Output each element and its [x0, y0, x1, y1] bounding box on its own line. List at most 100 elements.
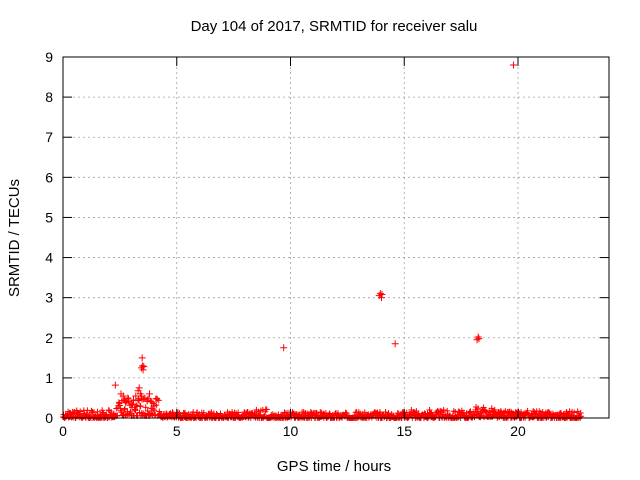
data-point	[498, 409, 505, 416]
data-point	[129, 401, 136, 408]
y-tick-label: 0	[45, 410, 53, 426]
data-point	[139, 366, 147, 374]
data-point	[114, 412, 121, 419]
y-tick-label: 5	[45, 209, 53, 225]
data-point	[148, 398, 156, 406]
y-tick-label: 7	[45, 129, 53, 145]
x-tick-label: 0	[59, 423, 67, 439]
y-axis-label: SRMTID / TECUs	[6, 179, 23, 297]
x-tick-label: 10	[283, 423, 299, 439]
data-point	[140, 363, 148, 371]
y-tick-label: 8	[45, 89, 53, 105]
data-point	[217, 410, 224, 417]
data-point	[415, 410, 422, 417]
data-point	[155, 397, 162, 404]
y-tick-label: 6	[45, 169, 53, 185]
y-tick-label: 3	[45, 290, 53, 306]
data-point	[376, 409, 383, 416]
data-point	[111, 381, 119, 389]
data-point	[148, 410, 155, 417]
plot-frame	[62, 56, 610, 419]
x-tick-label: 20	[510, 423, 526, 439]
data-point	[466, 409, 473, 416]
data-point	[466, 408, 473, 415]
data-point	[343, 410, 350, 417]
data-point	[524, 407, 531, 414]
data-point	[94, 408, 101, 415]
data-point	[124, 394, 132, 402]
data-point	[361, 409, 368, 416]
data-point	[132, 407, 139, 414]
data-point	[200, 409, 207, 416]
data-point	[136, 397, 143, 404]
chart-title: Day 104 of 2017, SRMTID for receiver sal…	[191, 18, 478, 35]
data-point	[123, 411, 130, 418]
y-tick-label: 9	[45, 49, 53, 65]
axis-ticks: 0 1 2 3 4 5 6 7 8 9 0 5 10 15 20	[45, 49, 609, 439]
data-point	[108, 409, 115, 416]
x-tick-label: 5	[173, 423, 181, 439]
data-point	[143, 396, 151, 404]
data-point	[444, 407, 451, 414]
data-point	[342, 409, 349, 416]
y-tick-label: 4	[45, 250, 53, 266]
data-point	[460, 409, 467, 416]
data-point	[378, 290, 386, 298]
data-point	[118, 397, 125, 404]
data-point	[77, 408, 84, 415]
data-point	[456, 408, 463, 415]
data-point	[133, 402, 140, 409]
data-point	[150, 402, 158, 410]
grid-lines	[63, 57, 609, 418]
data-point	[130, 396, 138, 404]
data-point	[122, 398, 130, 406]
data-point	[474, 333, 482, 341]
data-point	[482, 408, 489, 415]
data-point	[491, 406, 498, 413]
data-point	[571, 409, 578, 416]
data-point	[391, 340, 399, 348]
data-point	[577, 409, 584, 416]
data-point	[235, 409, 242, 416]
data-point	[132, 406, 139, 413]
data-point	[119, 392, 127, 400]
data-point	[427, 409, 434, 416]
data-point	[116, 402, 123, 409]
data-point	[138, 354, 146, 362]
x-axis-label: GPS time / hours	[277, 458, 391, 475]
data-point	[70, 410, 77, 417]
data-point	[475, 405, 482, 412]
data-point	[182, 409, 189, 416]
y-tick-label: 2	[45, 330, 53, 346]
data-point	[475, 335, 483, 343]
data-point	[181, 410, 188, 417]
data-point	[137, 403, 144, 410]
data-point	[280, 344, 288, 352]
data-point	[317, 409, 324, 416]
data-point	[208, 409, 215, 416]
x-tick-label: 15	[396, 423, 412, 439]
data-point	[169, 409, 176, 416]
data-point	[142, 404, 149, 411]
data-point	[574, 408, 581, 415]
data-point	[135, 384, 143, 392]
data-point	[127, 400, 135, 408]
data-point	[488, 405, 495, 412]
data-point	[426, 406, 433, 413]
y-tick-label: 1	[45, 370, 53, 386]
data-point	[403, 409, 410, 416]
data-point	[263, 406, 270, 413]
data-point	[99, 409, 106, 416]
data-point	[376, 290, 384, 298]
data-point	[480, 404, 487, 411]
data-point	[115, 399, 122, 406]
data-point	[509, 61, 517, 69]
data-point	[145, 390, 153, 398]
data-point	[467, 408, 474, 415]
data-point	[440, 407, 447, 414]
data-point	[121, 406, 128, 413]
data-point	[385, 410, 392, 417]
data-point	[496, 414, 503, 421]
